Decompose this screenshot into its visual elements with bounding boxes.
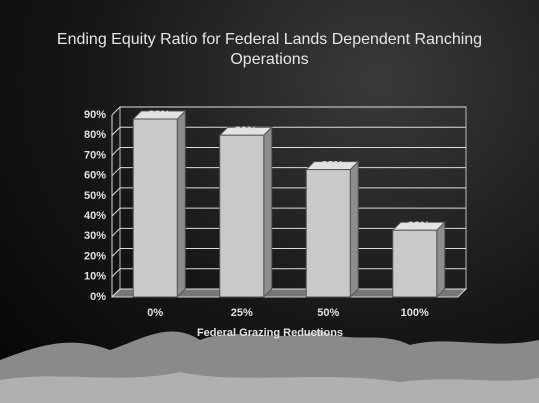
- bar-side: [349, 160, 359, 299]
- value-label: 88%: [148, 109, 170, 121]
- y-tick-label: 20%: [84, 250, 106, 262]
- y-tick-label: 60%: [84, 170, 106, 182]
- bar: [392, 229, 438, 298]
- grid-line-side: [111, 106, 121, 116]
- bar-side: [436, 221, 446, 299]
- bar: [219, 134, 265, 298]
- y-tick-label: 70%: [84, 149, 106, 161]
- y-tick-label: 50%: [84, 190, 106, 202]
- grid-line-side: [111, 227, 121, 237]
- x-tick-label: 100%: [401, 307, 429, 319]
- grid-line-side: [111, 288, 121, 298]
- x-tick-label: 0%: [147, 307, 163, 319]
- bar-side: [263, 126, 273, 299]
- x-axis-label: Federal Grazing Reductions: [197, 327, 343, 339]
- value-label: 80%: [235, 125, 257, 137]
- y-tick-label: 10%: [84, 271, 106, 283]
- value-label: 33%: [408, 220, 430, 232]
- y-tick-label: 40%: [84, 210, 106, 222]
- chart-title: Ending Equity Ratio for Federal Lands De…: [56, 31, 483, 68]
- x-tick-label: 25%: [231, 307, 253, 319]
- y-tick-label: 90%: [84, 109, 106, 121]
- value-label: 63%: [321, 160, 343, 172]
- grid-line-side: [111, 248, 121, 257]
- grid-line-side: [111, 268, 121, 278]
- grid-line-side: [111, 207, 121, 217]
- grid-line-side: [111, 147, 121, 156]
- grid-line-side: [111, 187, 121, 197]
- foreground: [0, 372, 539, 403]
- x-tick-label: 50%: [317, 307, 339, 319]
- bar: [132, 118, 178, 298]
- bar-side: [176, 109, 186, 299]
- grid-line-side: [111, 167, 121, 177]
- y-tick-label: 0%: [90, 291, 106, 303]
- grid-line-side: [111, 126, 121, 136]
- y-tick-label: 30%: [84, 230, 106, 242]
- y-tick-label: 80%: [84, 129, 106, 141]
- bar: [305, 169, 351, 298]
